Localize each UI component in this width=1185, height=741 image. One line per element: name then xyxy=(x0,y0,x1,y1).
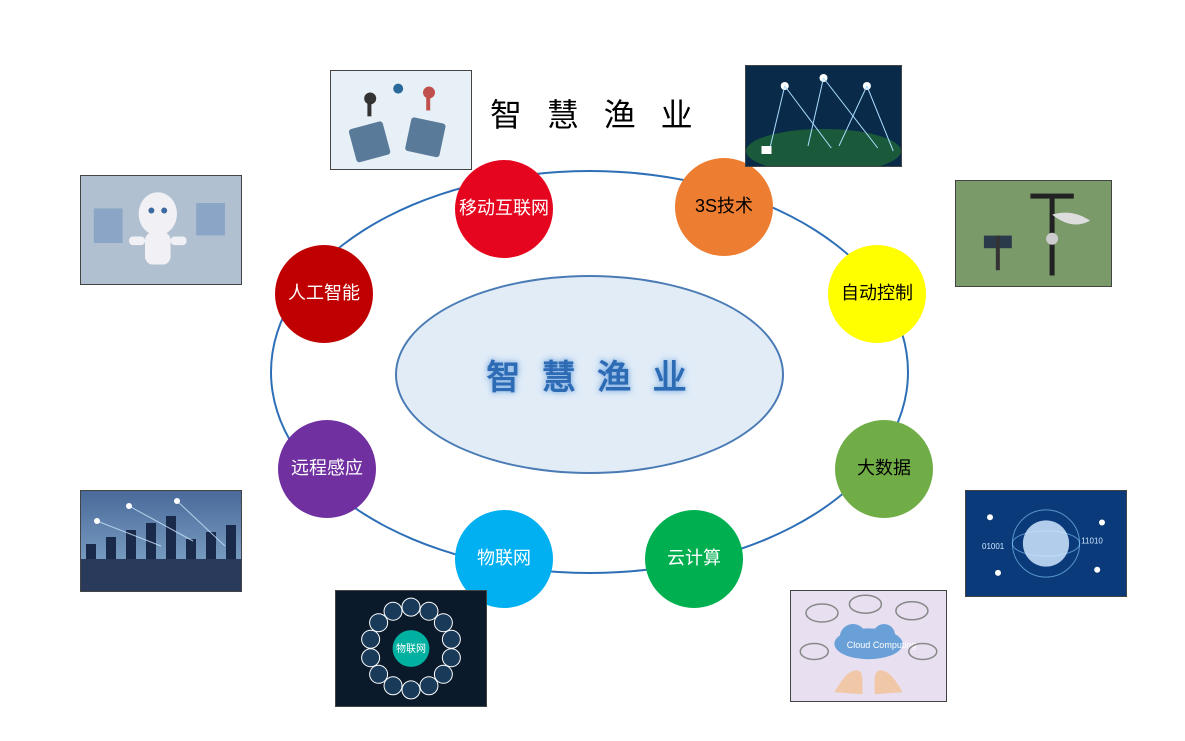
center-ellipse: 智 慧 渔 业 xyxy=(395,275,784,474)
auto-control-img xyxy=(955,180,1112,287)
svg-text:11010: 11010 xyxy=(1081,537,1103,546)
mobile-internet-img xyxy=(330,70,472,170)
svg-text:Cloud Computing: Cloud Computing xyxy=(847,640,917,650)
svg-text:01001: 01001 xyxy=(982,542,1005,551)
ai-img xyxy=(80,175,242,285)
node-6: 远程感应 xyxy=(278,420,376,518)
node-2: 自动控制 xyxy=(828,245,926,343)
3s-tech-img xyxy=(745,65,902,167)
center-label: 智 慧 渔 业 xyxy=(486,350,692,399)
node-4: 云计算 xyxy=(645,510,743,608)
remote-sensing-img xyxy=(80,490,242,592)
iot-img: 物联网 xyxy=(335,590,487,707)
svg-text:物联网: 物联网 xyxy=(396,642,426,655)
node-1: 3S技术 xyxy=(675,158,773,256)
node-7: 人工智能 xyxy=(275,245,373,343)
diagram-title: 智 慧 渔 业 xyxy=(490,90,701,136)
big-data-img: 01001 11010 xyxy=(965,490,1127,597)
cloud-computing-img: Cloud Computing xyxy=(790,590,947,702)
node-0: 移动互联网 xyxy=(455,160,553,258)
node-3: 大数据 xyxy=(835,420,933,518)
